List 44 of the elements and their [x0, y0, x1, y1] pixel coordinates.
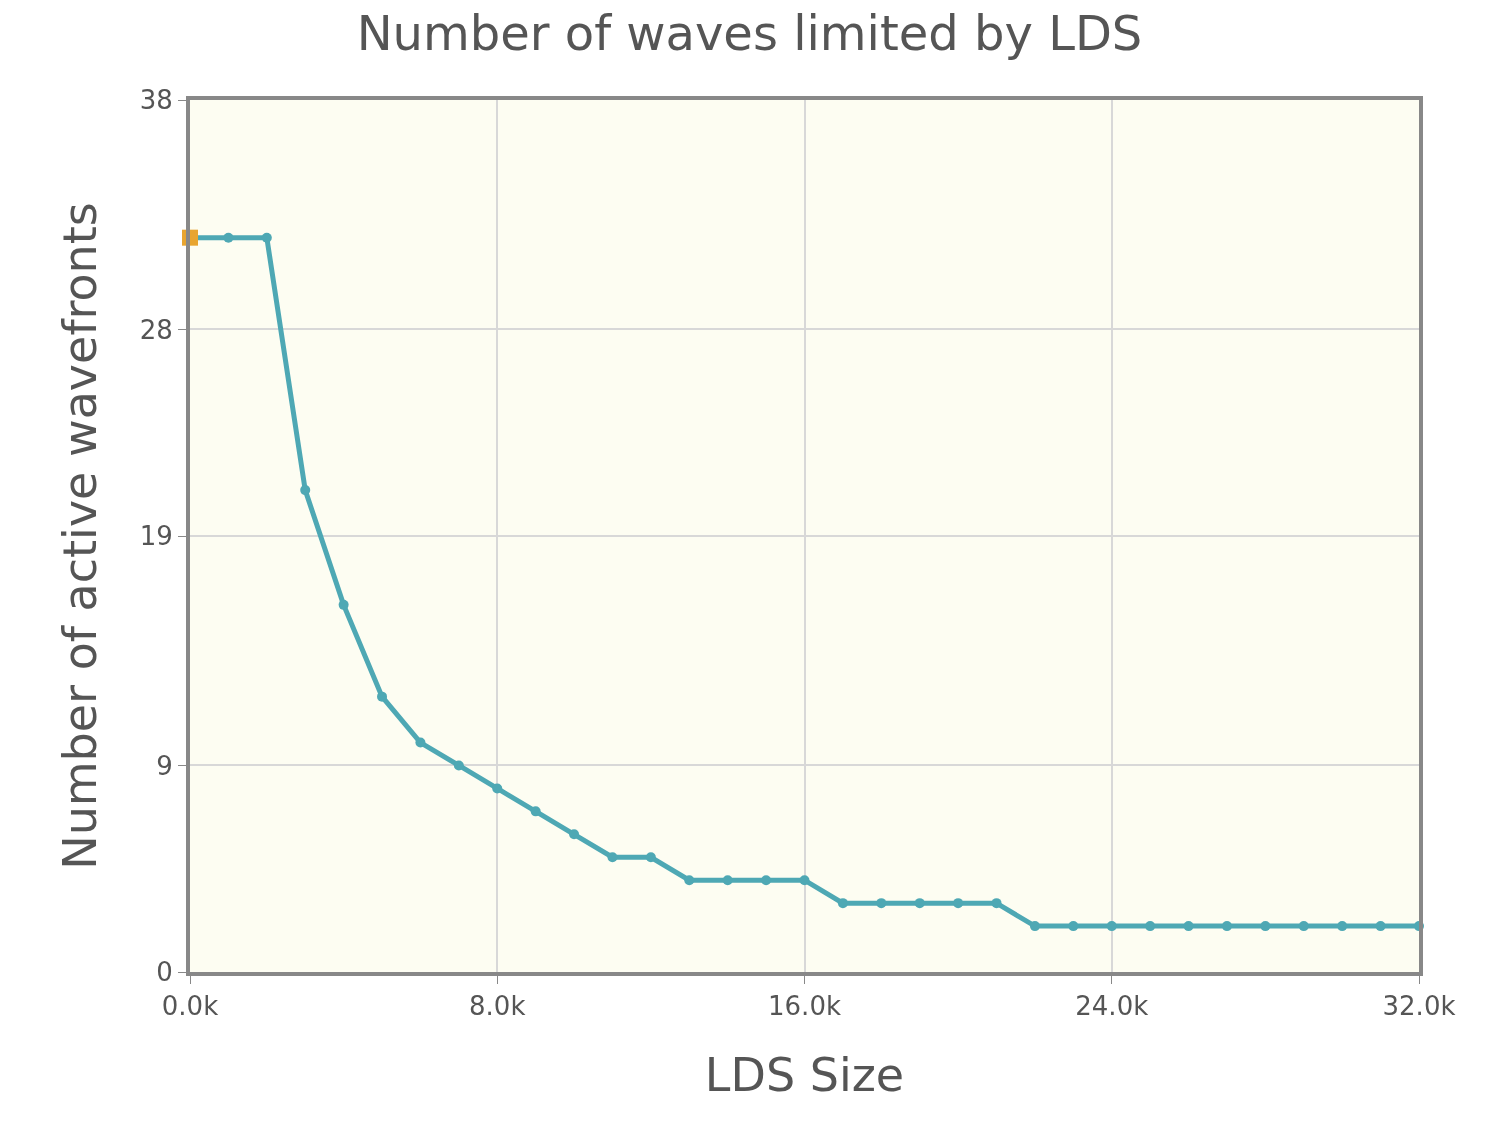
point [569, 829, 580, 840]
point [1068, 921, 1079, 932]
x-tick-label: 24.0k [1075, 991, 1149, 1022]
point [607, 852, 618, 863]
point [799, 875, 810, 886]
point [1221, 921, 1232, 932]
y-axis-title: Number of active wavefronts [52, 202, 107, 870]
y-tick-label: 0 [156, 957, 173, 988]
point [684, 875, 695, 886]
point [645, 852, 656, 863]
point [1375, 921, 1386, 932]
point [991, 898, 1002, 909]
point [953, 898, 964, 909]
point [1145, 921, 1156, 932]
y-tick-label: 9 [156, 750, 173, 781]
point [837, 898, 848, 909]
point [338, 599, 349, 610]
point [261, 232, 272, 243]
y-tick-label: 28 [139, 314, 173, 345]
point [1337, 921, 1348, 932]
point [914, 898, 925, 909]
x-tick-label: 8.0k [469, 991, 526, 1022]
chart-title: Number of waves limited by LDS [356, 5, 1143, 62]
point [415, 737, 426, 748]
point [1298, 921, 1309, 932]
point [1183, 921, 1194, 932]
point [530, 806, 541, 817]
x-tick-label: 0.0k [161, 991, 219, 1022]
x-tick-label: 32.0k [1382, 991, 1456, 1022]
point [1029, 921, 1040, 932]
point [722, 875, 733, 886]
point [300, 485, 311, 496]
point [1106, 921, 1117, 932]
x-tick-label: 16.0k [768, 991, 841, 1022]
point [876, 898, 887, 909]
point [761, 875, 772, 886]
y-tick-label: 38 [139, 85, 173, 116]
y-tick-label: 19 [139, 521, 173, 552]
point [492, 783, 503, 794]
point [453, 760, 464, 771]
x-axis-title: LDS Size [704, 1048, 905, 1103]
point [377, 691, 388, 702]
point [1260, 921, 1271, 932]
point [223, 232, 234, 243]
